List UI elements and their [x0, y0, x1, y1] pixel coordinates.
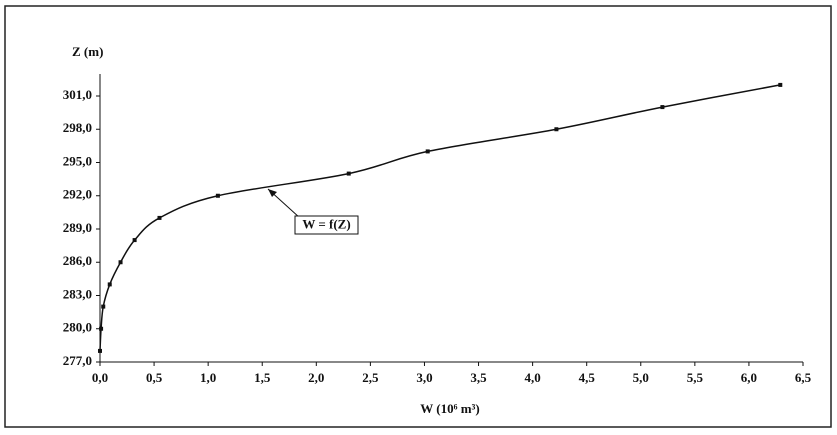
y-tick-label: 289,0 — [63, 220, 92, 235]
y-tick-label: 298,0 — [63, 120, 92, 135]
x-tick-label: 6,5 — [795, 370, 812, 385]
y-tick-label: 277,0 — [63, 353, 92, 368]
frame — [4, 5, 832, 428]
point — [215, 193, 220, 198]
annotation-box — [294, 215, 359, 235]
point — [346, 171, 351, 176]
y-axis-title: Z (m) — [72, 44, 103, 59]
point — [132, 238, 137, 243]
x-axis-title: W (10⁶ m³) — [420, 401, 480, 416]
x-tick-label: 2,0 — [308, 370, 324, 385]
x-tick-label: 1,0 — [200, 370, 216, 385]
point — [157, 215, 162, 220]
x-tick-label: 1,5 — [254, 370, 271, 385]
x-tick-label: 5,0 — [633, 370, 649, 385]
y-tick-label: 286,0 — [63, 253, 92, 268]
y-tick-label: 301,0 — [63, 87, 92, 102]
point — [554, 127, 559, 132]
x-tick-label: 0,5 — [146, 370, 163, 385]
y-tick-label: 280,0 — [63, 320, 92, 335]
y-tick-label: 283,0 — [63, 286, 92, 301]
point — [660, 105, 665, 110]
point — [98, 348, 102, 353]
arrow-head — [268, 189, 277, 197]
x-tick-label: 3,5 — [470, 370, 487, 385]
point — [425, 149, 430, 154]
point — [99, 326, 104, 331]
x-tick-label: 0,0 — [92, 370, 108, 385]
x-tick-label: 6,0 — [741, 370, 757, 385]
y-tick-label: 295,0 — [63, 153, 92, 168]
point — [118, 260, 123, 265]
y-tick-label: 292,0 — [63, 187, 92, 202]
x-tick-label: 4,0 — [524, 370, 540, 385]
point — [101, 304, 106, 309]
point — [107, 282, 112, 287]
x-tick-label: 2,5 — [362, 370, 379, 385]
x-tick-label: 5,5 — [687, 370, 704, 385]
point — [778, 82, 783, 87]
x-tick-label: 3,0 — [416, 370, 432, 385]
annotation: W = f(Z) — [302, 216, 350, 231]
line — [99, 84, 781, 351]
x-tick-label: 4,5 — [579, 370, 596, 385]
